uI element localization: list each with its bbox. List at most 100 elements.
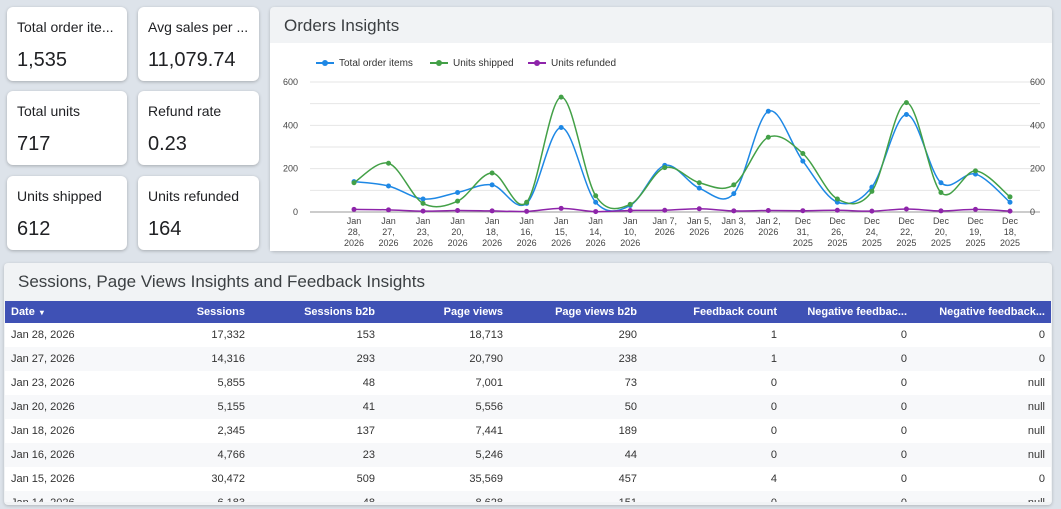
data-point[interactable] (903, 112, 909, 117)
kpi-value: 11,079.74 (148, 49, 236, 71)
data-point[interactable] (765, 108, 771, 114)
data-point[interactable] (800, 208, 806, 214)
y-axis-right-tick: 400 (1030, 120, 1045, 130)
table-cell: 290 (509, 323, 643, 347)
data-point[interactable] (593, 199, 599, 205)
legend-label[interactable]: Units refunded (551, 58, 616, 69)
data-point[interactable] (696, 206, 702, 212)
series-line (353, 207, 1011, 213)
data-point[interactable] (489, 170, 495, 176)
column-header-label: Page views (443, 306, 503, 318)
data-point[interactable] (489, 182, 495, 188)
kpi-total-units[interactable]: Total units 717 (7, 91, 127, 165)
data-point[interactable] (1007, 199, 1013, 205)
data-point[interactable] (731, 191, 737, 197)
table-cell: 48 (251, 491, 381, 502)
legend-label[interactable]: Units shipped (453, 58, 514, 69)
data-point[interactable] (455, 207, 461, 213)
panel-title: Orders Insights (284, 16, 400, 35)
data-point[interactable] (386, 160, 392, 166)
column-header[interactable]: Page views b2b (509, 301, 643, 323)
data-point[interactable] (420, 208, 426, 214)
table-row[interactable]: Jan 23, 2026 5,855 48 7,001 73 0 0 null (5, 371, 1051, 395)
x-axis-tick: Jan 5, 2026 (687, 216, 712, 237)
table-row[interactable]: Jan 28, 2026 17,332 153 18,713 290 1 0 0 (5, 323, 1051, 347)
data-point[interactable] (662, 165, 668, 171)
column-header[interactable]: Sessions (105, 301, 251, 323)
data-point[interactable] (1007, 194, 1013, 200)
data-point[interactable] (696, 180, 702, 186)
kpi-refund-rate[interactable]: Refund rate 0.23 (138, 91, 259, 165)
sort-desc-icon[interactable]: ▾ (39, 308, 44, 317)
column-header[interactable]: Date ▾ (5, 301, 105, 323)
table-row[interactable]: Jan 15, 2026 30,472 509 35,569 457 4 0 0 (5, 467, 1051, 491)
column-header-label: Sessions (196, 306, 245, 318)
table-cell: 5,246 (381, 443, 509, 467)
table-row[interactable]: Jan 18, 2026 2,345 137 7,441 189 0 0 null (5, 419, 1051, 443)
data-point[interactable] (834, 196, 840, 202)
column-header[interactable]: Feedback count (643, 301, 783, 323)
data-point[interactable] (938, 190, 944, 195)
data-point[interactable] (1007, 208, 1013, 214)
data-point[interactable] (869, 208, 875, 214)
data-point[interactable] (834, 207, 840, 213)
data-point[interactable] (696, 185, 702, 191)
data-point[interactable] (731, 182, 737, 188)
table-row[interactable]: Jan 14, 20266,183488,62815100null (5, 491, 1051, 502)
table-cell: 35,569 (381, 467, 509, 491)
legend-label[interactable]: Total order items (339, 58, 413, 69)
table-cell: 7,441 (381, 419, 509, 443)
data-point[interactable] (524, 199, 530, 205)
data-point[interactable] (524, 208, 530, 214)
data-point[interactable] (455, 198, 461, 204)
data-point[interactable] (938, 208, 944, 214)
data-point[interactable] (386, 207, 392, 213)
data-point[interactable] (731, 208, 737, 214)
data-point[interactable] (903, 206, 909, 212)
kpi-units-shipped[interactable]: Units shipped 612 (7, 176, 127, 250)
kpi-units-refunded[interactable]: Units refunded 164 (138, 176, 259, 250)
column-header[interactable]: Negative feedbac... (783, 301, 913, 323)
table-cell: 8,628 (381, 491, 509, 502)
table-cell: 153 (251, 323, 381, 347)
kpi-label: Total order ite... (17, 19, 114, 35)
data-point[interactable] (558, 125, 564, 130)
column-header[interactable]: Negative feedback... (913, 301, 1051, 323)
data-point[interactable] (455, 190, 461, 195)
data-point[interactable] (765, 207, 771, 213)
table-row[interactable]: Jan 16, 2026 4,766 23 5,246 44 0 0 null (5, 443, 1051, 467)
data-point[interactable] (593, 209, 599, 215)
data-point[interactable] (627, 207, 633, 213)
data-point[interactable] (558, 94, 564, 100)
table-cell: Jan 20, 2026 (5, 395, 105, 419)
column-header[interactable]: Sessions b2b (251, 301, 381, 323)
data-point[interactable] (627, 201, 633, 207)
table-row[interactable]: Jan 27, 2026 14,316 293 20,790 238 1 0 0 (5, 347, 1051, 371)
data-point[interactable] (972, 206, 978, 212)
data-point[interactable] (593, 193, 599, 199)
data-point[interactable] (765, 134, 771, 140)
table-cell: 0 (913, 323, 1051, 347)
data-point[interactable] (800, 158, 806, 164)
kpi-avg-sales[interactable]: Avg sales per ... 11,079.74 (138, 7, 259, 81)
data-point[interactable] (903, 100, 909, 106)
column-header[interactable]: Page views (381, 301, 509, 323)
table-cell: 0 (643, 443, 783, 467)
table-cell: Jan 14, 2026 (5, 491, 105, 502)
data-point[interactable] (938, 180, 944, 186)
data-point[interactable] (662, 207, 668, 213)
data-point[interactable] (351, 206, 357, 212)
data-point[interactable] (972, 168, 978, 174)
table-row[interactable]: Jan 20, 2026 5,155 41 5,556 50 0 0 null (5, 395, 1051, 419)
data-point[interactable] (800, 151, 806, 156)
data-point[interactable] (351, 180, 357, 186)
kpi-total-order-items[interactable]: Total order ite... 1,535 (7, 7, 127, 81)
data-point[interactable] (558, 205, 564, 211)
table-cell: 0 (783, 419, 913, 443)
data-point[interactable] (420, 200, 426, 206)
data-point[interactable] (386, 183, 392, 189)
data-point[interactable] (489, 208, 495, 214)
data-point[interactable] (420, 196, 426, 202)
legend-marker-icon (534, 60, 540, 66)
data-point[interactable] (869, 188, 875, 194)
